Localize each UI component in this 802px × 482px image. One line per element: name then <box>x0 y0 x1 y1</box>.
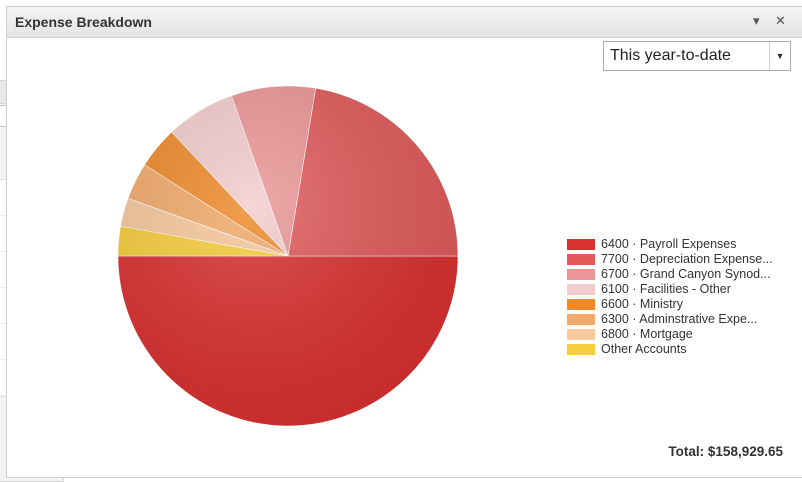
legend-swatch <box>567 344 595 355</box>
chart-legend: 6400 · Payroll Expenses 7700 · Depreciati… <box>567 237 797 357</box>
period-select[interactable]: This year-to-date ▼ <box>603 41 791 71</box>
expense-breakdown-panel: Expense Breakdown ▾ ✕ This year-to-date … <box>6 6 802 478</box>
close-icon[interactable]: ✕ <box>775 13 786 28</box>
legend-swatch <box>567 299 595 310</box>
legend-item: 6600 · Ministry <box>567 297 797 311</box>
pie-slice[interactable] <box>287 87 459 257</box>
legend-item: 6400 · Payroll Expenses <box>567 237 797 251</box>
legend-label: 6800 · Mortgage <box>601 327 693 341</box>
legend-item: 6300 · Adminstrative Expe... <box>567 312 797 326</box>
period-select-value: This year-to-date <box>610 47 731 64</box>
legend-swatch <box>567 329 595 340</box>
legend-swatch <box>567 254 595 265</box>
legend-label: 7700 · Depreciation Expense... <box>601 252 773 266</box>
legend-swatch <box>567 269 595 280</box>
panel-title: Expense Breakdown <box>15 14 152 30</box>
total-amount: Total: $158,929.65 <box>668 444 783 459</box>
legend-swatch <box>567 239 595 250</box>
pie-slice[interactable] <box>117 255 459 427</box>
legend-label: 6600 · Ministry <box>601 297 683 311</box>
legend-item: 6800 · Mortgage <box>567 327 797 341</box>
legend-swatch <box>567 314 595 325</box>
legend-item: 7700 · Depreciation Expense... <box>567 252 797 266</box>
expense-pie-chart <box>117 85 459 427</box>
panel-header: Expense Breakdown ▾ ✕ <box>7 7 802 38</box>
legend-item: 6100 · Facilities - Other <box>567 282 797 296</box>
legend-label: 6100 · Facilities - Other <box>601 282 731 296</box>
legend-item: 6700 · Grand Canyon Synod... <box>567 267 797 281</box>
legend-label: 6400 · Payroll Expenses <box>601 237 737 251</box>
legend-label: Other Accounts <box>601 342 687 356</box>
legend-label: 6700 · Grand Canyon Synod... <box>601 267 771 281</box>
chevron-down-icon[interactable]: ▾ <box>753 13 760 28</box>
legend-item: Other Accounts <box>567 342 797 356</box>
legend-label: 6300 · Adminstrative Expe... <box>601 312 758 326</box>
legend-swatch <box>567 284 595 295</box>
dropdown-arrow-icon: ▼ <box>769 42 790 70</box>
